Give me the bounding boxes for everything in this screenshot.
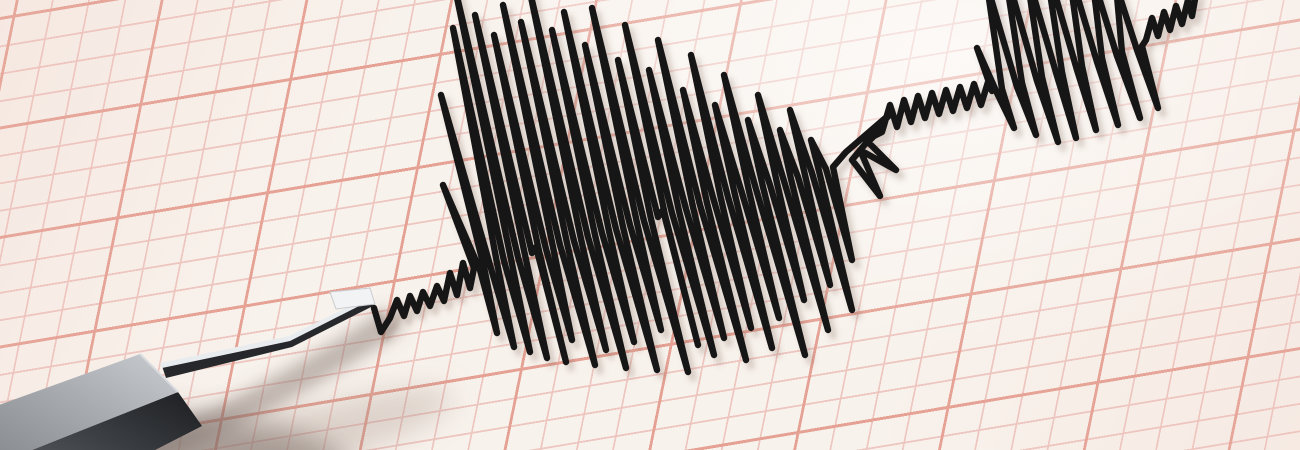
stylus-block-front xyxy=(32,392,202,450)
stylus-arm-highlight xyxy=(160,296,371,368)
stylus-arm-shadow xyxy=(121,310,402,450)
stylus-group xyxy=(0,287,376,450)
stylus-block-top xyxy=(0,354,178,450)
seismic-trace xyxy=(370,0,1199,376)
stylus-tip-cap xyxy=(329,287,376,310)
paper-soft-shadow xyxy=(165,387,455,450)
stylus-block-edge-highlight xyxy=(139,353,179,393)
stylus-arm-dark xyxy=(162,299,373,378)
